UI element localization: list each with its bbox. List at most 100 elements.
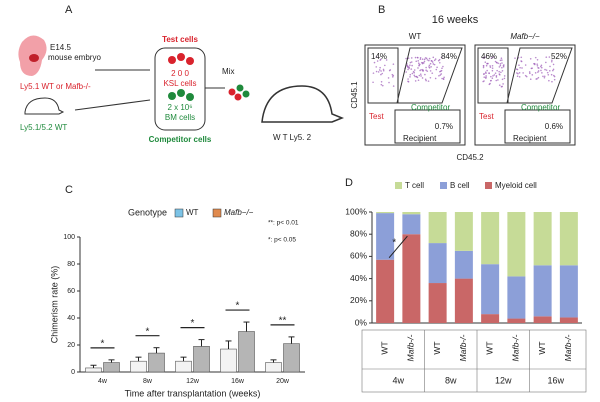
y-tick-label: 60: [67, 288, 75, 295]
flow-event: [414, 80, 417, 82]
flow-event: [531, 74, 534, 76]
flow-event: [409, 76, 411, 78]
flow-event: [482, 65, 485, 67]
flow-event: [499, 63, 502, 65]
flow-event: [524, 74, 527, 77]
gate: [394, 109, 461, 144]
bar-segment: [533, 265, 552, 317]
flow-event: [433, 59, 436, 62]
flow-event: [551, 80, 553, 83]
flow-event: [491, 69, 494, 72]
test-donor: Ly5.1 WT or Mafb-/-: [20, 82, 91, 91]
flow-event: [489, 79, 492, 82]
gate-value: 84%: [441, 52, 457, 61]
flow-event: [392, 85, 395, 87]
flow-event: [483, 80, 485, 82]
gate-label: Recipient: [403, 134, 437, 143]
group-label: 8w: [445, 375, 457, 385]
flow-event: [407, 80, 409, 83]
legend-label: B cell: [450, 181, 470, 190]
flow-event: [425, 79, 427, 82]
flow-event: [432, 63, 435, 65]
significance: *: [236, 301, 240, 312]
flow-event: [414, 75, 416, 78]
flow-event: [540, 69, 542, 72]
flow-event: [543, 75, 546, 78]
flow-event: [482, 57, 484, 59]
flow-event: [501, 78, 504, 81]
bar-segment: [481, 212, 500, 265]
flow-event: [534, 72, 537, 74]
bar: [283, 343, 300, 373]
flow-event: [438, 58, 441, 61]
flow-event: [488, 72, 490, 75]
flow-event: [500, 57, 503, 60]
bar: [265, 362, 282, 373]
x-tick-label: WT: [379, 341, 389, 354]
y-tick-label: 40%: [350, 273, 367, 283]
bar-segment: [402, 212, 421, 215]
flow-event: [545, 69, 548, 71]
flow-event: [521, 67, 523, 69]
flow-event: [410, 68, 413, 70]
legend-swatch: [440, 182, 447, 189]
flow-event: [411, 72, 414, 75]
flow-event: [492, 75, 494, 77]
flow-event: [430, 65, 432, 68]
flow-event: [524, 64, 527, 66]
flow-event: [533, 62, 535, 65]
x-tick-label: 12w: [186, 378, 200, 385]
flow-event: [496, 69, 498, 72]
test-cells: KSL cells: [163, 79, 196, 88]
flow-event: [489, 65, 491, 67]
legend-swatch: [174, 208, 184, 218]
flow-event: [491, 67, 494, 69]
gate-value: 52%: [551, 52, 567, 61]
flow-event: [500, 85, 503, 88]
legend-label: T cell: [405, 181, 424, 190]
flow-event: [494, 60, 497, 63]
bar-segment: [507, 318, 526, 323]
flow-event: [501, 62, 503, 64]
flow-event: [516, 68, 519, 71]
flow-event: [518, 76, 521, 78]
flow-event: [388, 81, 390, 84]
bar-segment: [533, 316, 552, 323]
flow-plot-title: Mafb−/−: [510, 32, 540, 41]
legend-swatch: [212, 208, 222, 218]
y-tick-label: 80: [67, 261, 75, 268]
flow-event: [520, 60, 523, 63]
flow-event: [433, 63, 436, 66]
flow-event: [417, 62, 420, 64]
gate: [506, 47, 573, 104]
bar: [220, 348, 237, 373]
y-tick-label: 100: [63, 234, 75, 241]
flow-event: [379, 66, 381, 69]
flow-event: [519, 66, 521, 69]
flow-event: [484, 61, 487, 63]
flow-event: [420, 68, 422, 71]
flow-event: [421, 77, 424, 79]
flow-event: [498, 70, 500, 73]
flow-plot-title: WT: [409, 32, 422, 41]
flow-event: [525, 75, 528, 78]
bar-segment: [481, 264, 500, 315]
flow-event: [423, 60, 426, 63]
flow-event: [380, 83, 383, 86]
flow-event: [436, 66, 438, 69]
flow-event: [498, 84, 501, 86]
flow-event: [545, 61, 547, 64]
bar-segment: [376, 213, 395, 260]
flow-event: [434, 77, 437, 80]
y-tick-label: 100%: [345, 206, 367, 216]
bar-segment: [507, 276, 526, 319]
flow-event: [535, 78, 538, 80]
significance: *: [191, 318, 195, 329]
significance: *: [392, 238, 396, 249]
flow-event: [375, 66, 378, 68]
bar: [85, 367, 102, 373]
x-tick-label: Mafb-/-: [563, 334, 573, 361]
gate-value: 14%: [371, 52, 387, 61]
flow-event: [423, 58, 426, 61]
